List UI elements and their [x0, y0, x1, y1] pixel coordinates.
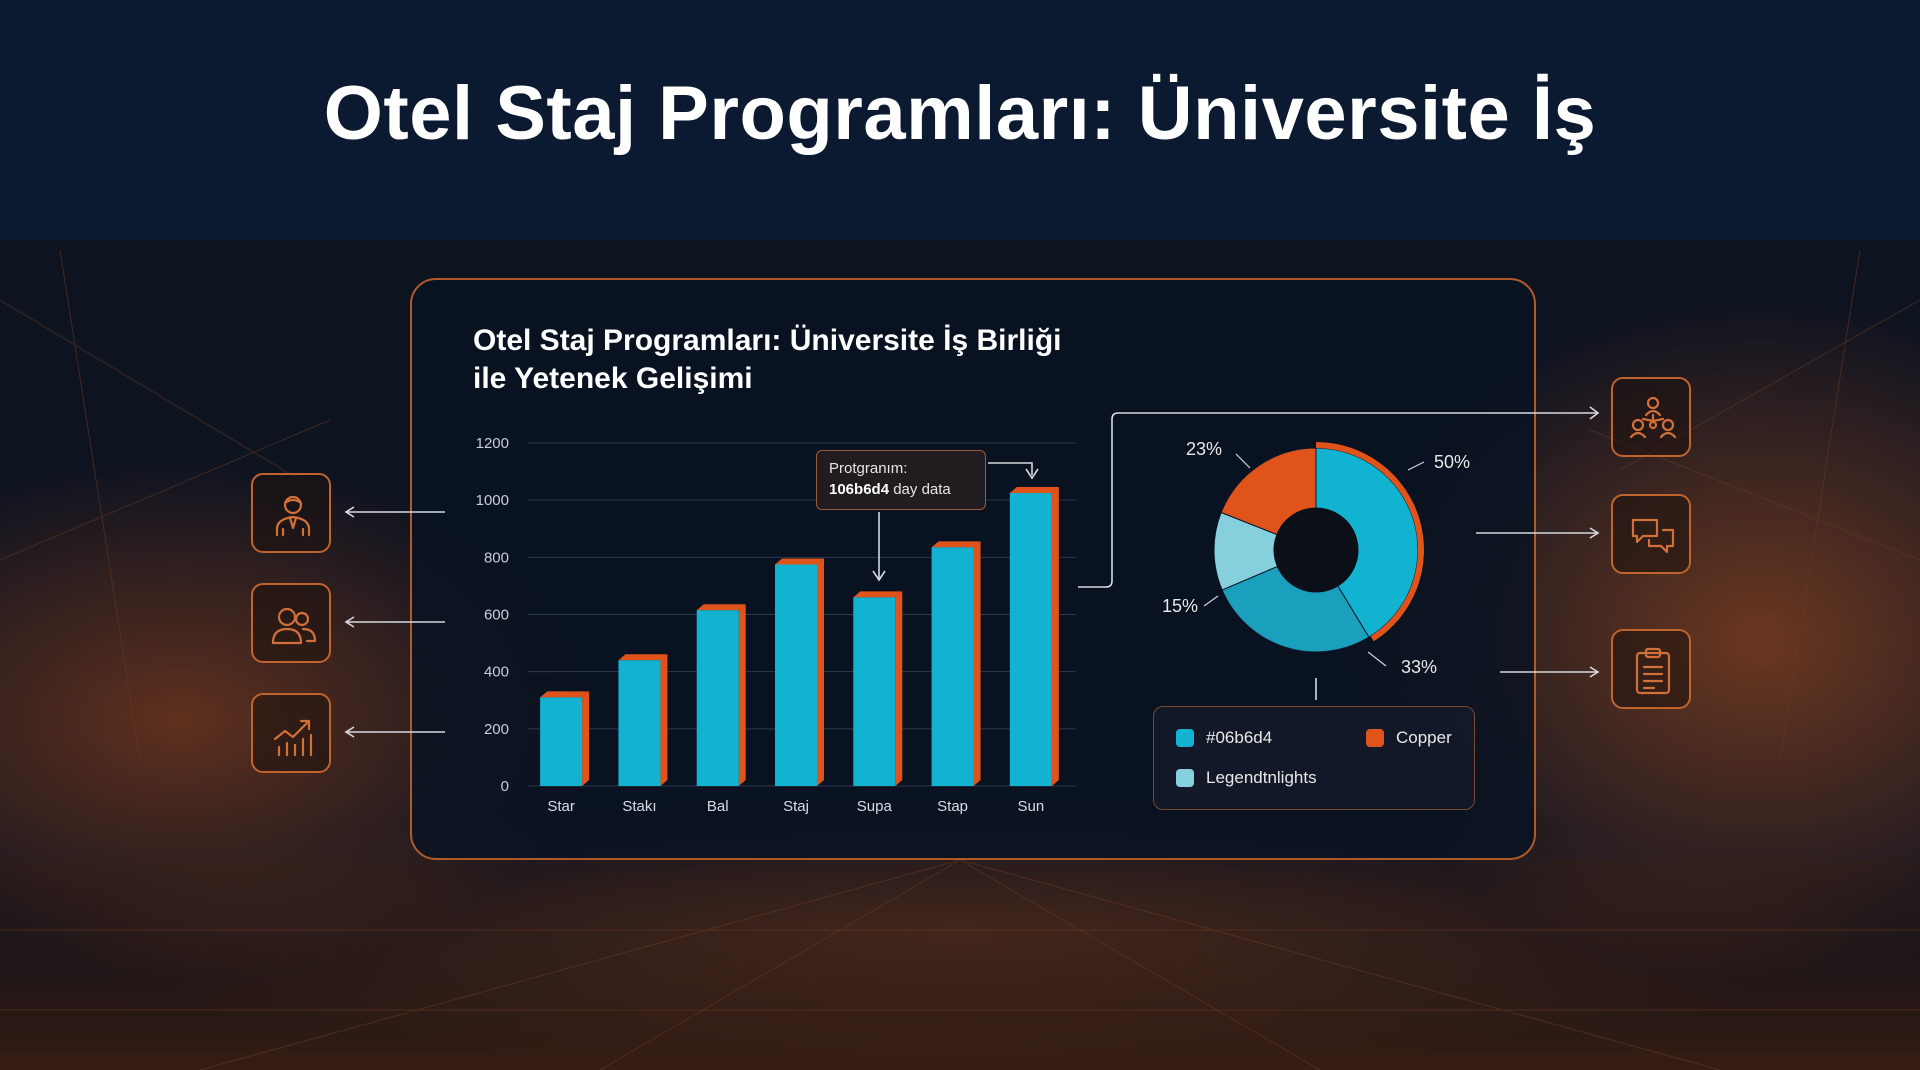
- tooltip-value: 106b6d4: [829, 481, 890, 498]
- y-tick-label: 800: [484, 549, 509, 566]
- slice-label: 23%: [1186, 439, 1222, 459]
- y-tick-label: 1000: [476, 492, 509, 509]
- y-tick-label: 400: [484, 664, 509, 681]
- tooltip-suffix: day data: [893, 481, 951, 498]
- y-tick-label: 0: [501, 778, 509, 795]
- bar-side: [973, 541, 981, 786]
- tooltip-connector-top: [988, 462, 1033, 475]
- bar-side: [895, 591, 903, 786]
- y-tick-label: 1200: [476, 435, 509, 452]
- growth-chart-icon[interactable]: [251, 693, 331, 773]
- bar-top: [540, 691, 590, 698]
- slice-label: 15%: [1162, 596, 1198, 616]
- bar-top: [853, 591, 903, 598]
- x-tick-label: Star: [547, 798, 575, 815]
- x-tick-label: Sun: [1018, 798, 1045, 815]
- y-tick-label: 600: [484, 607, 509, 624]
- header-band: [0, 0, 1920, 240]
- legend-swatch: [1366, 729, 1384, 747]
- bar-side: [660, 654, 668, 786]
- connector-lines: [344, 406, 1600, 738]
- bar-side: [582, 691, 590, 786]
- person-tie-icon[interactable]: [251, 473, 331, 553]
- connector-top-head: [1589, 406, 1600, 420]
- arrow-right-2-head: [1589, 527, 1600, 539]
- tooltip-connector-head: [872, 570, 886, 582]
- org-network-icon[interactable]: [1611, 377, 1691, 457]
- slice-leader-line: [1367, 651, 1387, 667]
- chart-title: Otel Staj Programları: Üniversite İş Bir…: [473, 324, 1062, 395]
- slice-leader-line: [1235, 453, 1251, 469]
- slice-leader-line: [1203, 595, 1219, 607]
- legend: #06b6d4 Copper Legendtnlights: [1153, 706, 1475, 810]
- slice-label: 50%: [1434, 452, 1470, 472]
- bar[interactable]: [1009, 493, 1052, 786]
- legend-item-copper: Copper: [1366, 728, 1452, 748]
- bar-chart-bars: Star Stakı Bal Staj Supa Stap Sun: [540, 487, 1059, 815]
- arrow-left-2-head: [344, 616, 355, 628]
- bar-side: [817, 558, 824, 786]
- bar-top: [1009, 487, 1059, 494]
- x-tick-label: Stakı: [622, 798, 656, 815]
- arrow-right-3-head: [1589, 666, 1600, 678]
- legend-swatch: [1176, 769, 1194, 787]
- tooltip-label: Protgranım:: [829, 460, 908, 477]
- chat-bubbles-icon[interactable]: [1611, 494, 1691, 574]
- y-tick-label: 200: [484, 721, 509, 738]
- connector-top: [1078, 412, 1598, 588]
- bar[interactable]: [931, 547, 974, 786]
- users-icon[interactable]: [251, 583, 331, 663]
- bar-side: [738, 604, 746, 786]
- arrow-left-1-head: [344, 506, 355, 518]
- legend-label: Copper: [1396, 728, 1452, 747]
- donut-chart: 50% 33% 15% 23%: [1162, 439, 1470, 677]
- bar-top: [931, 541, 981, 548]
- bar[interactable]: [618, 660, 661, 786]
- bar-tooltip: Protgranım: 106b6d4 day data: [816, 450, 986, 510]
- bar-top: [696, 604, 746, 611]
- legend-item-light: Legendtnlights: [1176, 768, 1317, 788]
- bar-side: [1051, 487, 1059, 786]
- bar-top: [775, 558, 824, 565]
- bar[interactable]: [775, 564, 817, 786]
- page-title: Otel Staj Programları: Üniversite İş: [323, 71, 1597, 156]
- bar[interactable]: [540, 697, 583, 786]
- legend-swatch: [1176, 729, 1194, 747]
- legend-label: #06b6d4: [1206, 728, 1273, 747]
- slice-label: 33%: [1401, 657, 1437, 677]
- x-tick-label: Stap: [937, 798, 968, 815]
- bar[interactable]: [853, 597, 896, 786]
- donut-hole: [1274, 508, 1358, 592]
- clipboard-icon[interactable]: [1611, 629, 1691, 709]
- x-tick-label: Supa: [857, 798, 893, 815]
- arrow-left-3-head: [344, 726, 355, 738]
- x-tick-label: Bal: [707, 798, 729, 815]
- legend-label: Legendtnlights: [1206, 768, 1317, 787]
- bar-top: [618, 654, 668, 661]
- x-tick-label: Staj: [783, 798, 809, 815]
- tooltip-connector-top-head: [1025, 468, 1039, 480]
- legend-item-cyan: #06b6d4: [1176, 728, 1272, 748]
- slice-leader-line: [1407, 461, 1425, 471]
- bar[interactable]: [696, 610, 739, 786]
